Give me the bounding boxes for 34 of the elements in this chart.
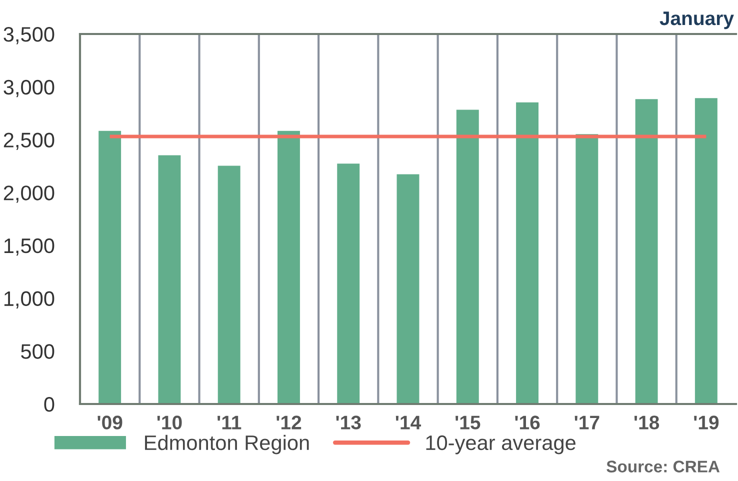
x-tick-label: '15 [456,416,480,430]
x-tick-label: '12 [276,416,302,430]
bar [395,172,421,404]
y-tick-label: 3,000 [4,80,54,98]
bar [216,164,242,404]
bar [156,154,182,404]
x-tick-label: '14 [396,416,422,430]
bar [336,162,361,404]
y-tick-label: 500 [21,344,54,359]
bar [455,108,480,404]
x-tick-label: '11 [218,416,242,430]
legend-label: 10-year average [426,435,576,454]
source-note: Source: CREA [606,460,720,472]
x-tick-label: '16 [515,416,540,430]
bar [634,98,660,404]
y-tick-label: 2,500 [4,132,54,150]
bar [574,132,600,404]
x-tick-label: '13 [336,416,361,430]
y-tick-label: 1,000 [4,291,54,308]
y-tick-label: 3,500 [4,27,54,44]
y-tick-label: 2,000 [4,186,54,203]
y-tick-label: 1,500 [4,238,54,256]
chart-title: January [660,12,734,30]
y-tick-label: 0 [44,397,54,412]
x-tick-label: '09 [98,416,122,430]
bar [694,96,719,404]
bar [514,100,540,404]
bar [276,130,302,404]
x-tick-label: '17 [574,416,600,430]
x-tick-label: '19 [694,416,719,430]
x-tick-label: '10 [157,416,182,430]
legend-label: Edmonton Region [145,434,309,454]
bar [97,130,122,404]
x-tick-label: '18 [634,416,660,430]
